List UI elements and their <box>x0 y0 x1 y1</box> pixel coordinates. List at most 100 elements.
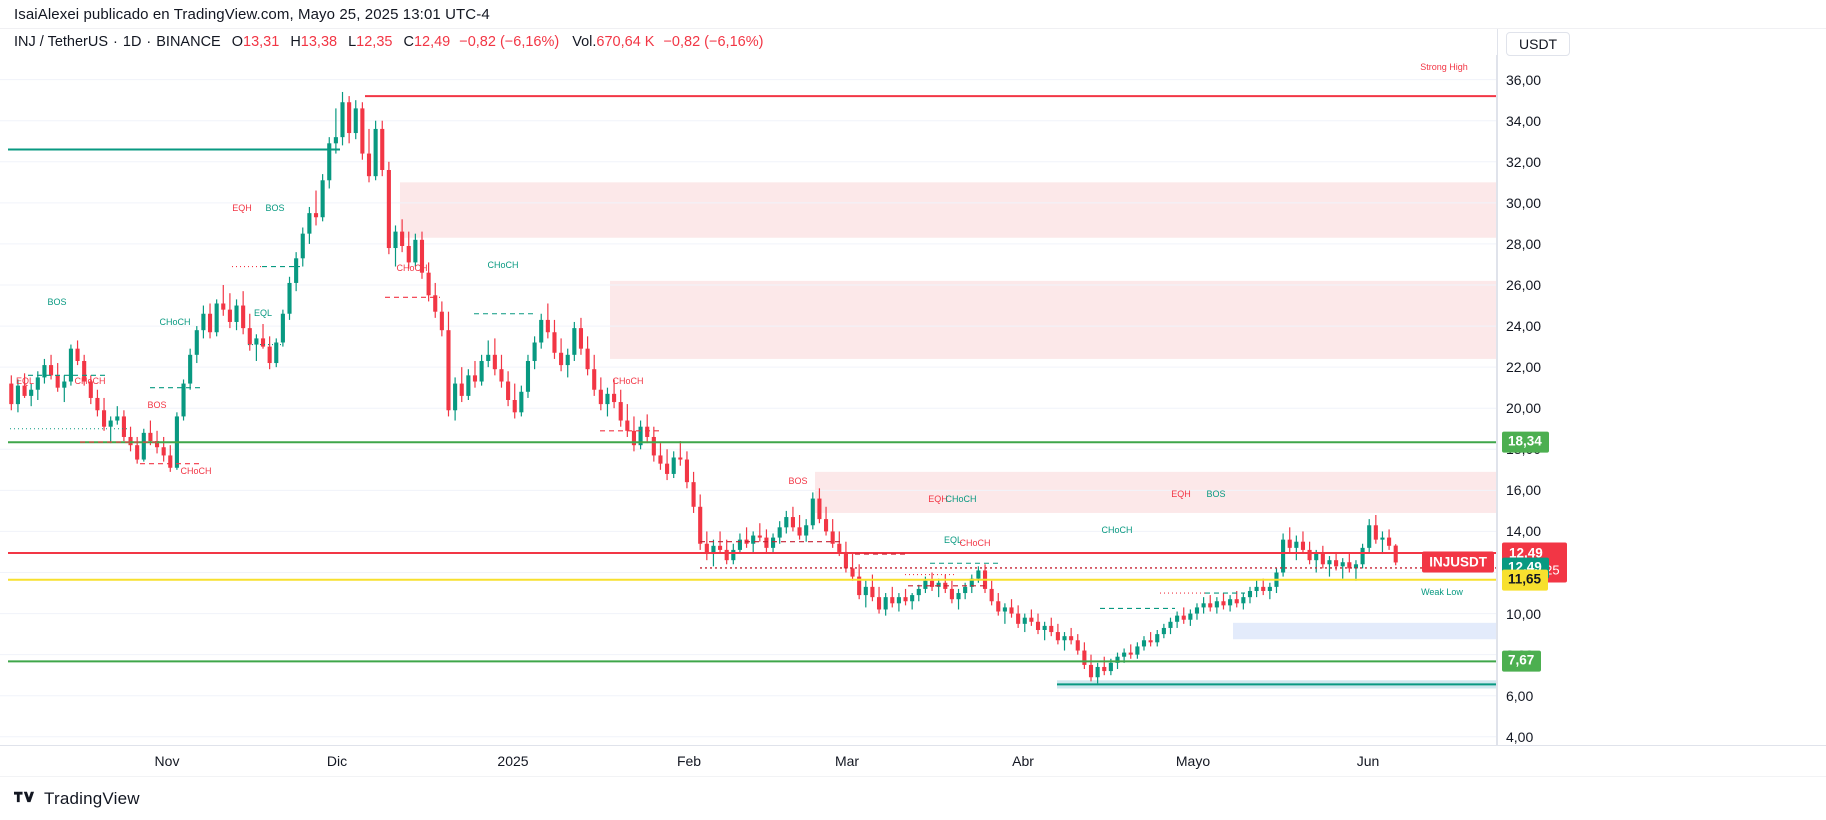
smc-choch-7: CHoCH <box>945 494 976 504</box>
candle-body <box>313 213 319 218</box>
candle-body <box>9 383 14 405</box>
candle-body <box>578 328 584 349</box>
candle-body <box>1314 554 1319 561</box>
candle-body <box>963 586 968 594</box>
candle-body <box>691 482 696 507</box>
candle-body <box>711 545 716 555</box>
time-axis[interactable]: Nov Dic 2025 Feb Mar Abr Mayo Jun <box>0 745 1826 776</box>
candle-body <box>804 525 809 536</box>
candle-body <box>592 369 597 390</box>
candle-body <box>1016 613 1021 624</box>
supply-zone-1 <box>400 182 1496 238</box>
legend-interval[interactable]: 1D <box>122 34 142 50</box>
time-tick: Feb <box>676 753 702 769</box>
candle-body <box>956 593 961 600</box>
legend-volume-change: −0,82 (−6,16%) <box>663 34 764 50</box>
candle-body <box>234 305 239 322</box>
price-axis[interactable]: USDT 36,00 34,00 32,00 30,00 28,00 26,00 24,00… <box>1497 29 1826 745</box>
price-tick: 6,00 <box>1506 687 1534 704</box>
candle-body <box>572 328 577 355</box>
candle-body <box>823 519 829 532</box>
candle-body <box>108 420 113 427</box>
candle-body <box>751 535 756 544</box>
smc-choch-9: CHoCH <box>1101 525 1132 535</box>
candle-body <box>830 531 835 544</box>
candle-body <box>525 360 531 392</box>
legend-symbol[interactable]: INJ / TetherUS <box>14 34 109 50</box>
candle-body <box>797 527 802 536</box>
candle-body <box>459 383 464 396</box>
candle-body <box>1221 601 1226 606</box>
smc-bos-1: BOS <box>47 297 66 307</box>
smc-bos-5: BOS <box>1206 489 1225 499</box>
candle-body <box>135 445 140 460</box>
candle-body <box>969 578 974 587</box>
candle-body <box>1049 625 1054 633</box>
candle-body <box>598 389 603 405</box>
candle-body <box>241 305 246 329</box>
candle-body <box>35 377 40 390</box>
candle-body <box>413 239 418 263</box>
candle-body <box>247 328 252 345</box>
candle-body <box>1234 599 1239 604</box>
candle-body <box>347 102 352 134</box>
time-tick: 2025 <box>497 753 529 769</box>
candle-body <box>777 527 782 538</box>
candle-body <box>724 549 729 561</box>
candle-body <box>1029 617 1034 622</box>
candles-layer[interactable] <box>0 55 1497 745</box>
time-tick: Nov <box>154 753 180 769</box>
candle-body <box>1075 640 1080 651</box>
candle-body <box>433 295 438 312</box>
candle-body <box>843 551 848 569</box>
candle-body <box>1009 607 1014 614</box>
price-tick: 32,00 <box>1506 153 1542 170</box>
smc-eql-3: EQL <box>944 535 962 545</box>
candle-body <box>1055 632 1060 641</box>
price-tick: 22,00 <box>1506 359 1542 376</box>
candle-body <box>605 393 610 405</box>
chart-pane[interactable]: Strong High Weak Low EQL CHoCH BOS BOS CHoCH E… <box>0 55 1497 745</box>
candle-body <box>274 342 279 364</box>
candle-body <box>1035 621 1041 630</box>
candle-body <box>161 447 166 456</box>
candle-body <box>499 369 504 382</box>
strong-high-label: Strong High <box>1420 62 1468 72</box>
symbol-price-flag: INJUSDT <box>1422 551 1494 573</box>
candle-body <box>876 597 882 610</box>
candle-body <box>1360 547 1365 565</box>
legend-high: H13,38 <box>290 34 338 50</box>
candle-body <box>1161 627 1166 635</box>
candle-body <box>29 389 34 396</box>
smc-choch-5: CHoCH <box>612 376 643 386</box>
candle-body <box>1208 603 1213 608</box>
candle-body <box>148 432 153 442</box>
smc-choch-6: CHoCH <box>180 466 211 476</box>
candle-body <box>479 360 484 382</box>
attribution-bar: IsaiAlexei publicado en TradingView.com,… <box>0 0 1826 29</box>
candle-body <box>519 391 524 413</box>
candle-body <box>294 258 299 283</box>
candle-body <box>850 568 855 577</box>
candle-body <box>645 426 650 437</box>
candle-body <box>62 381 67 388</box>
candle-body <box>718 545 723 550</box>
candle-body <box>585 348 590 370</box>
candle-body <box>1340 562 1345 567</box>
candle-body <box>419 239 425 273</box>
candle-body <box>923 580 928 589</box>
candle-body <box>810 498 815 526</box>
candle-body <box>380 128 385 170</box>
price-tick: 34,00 <box>1506 112 1542 129</box>
candle-body <box>817 498 822 520</box>
candle-body <box>141 432 146 460</box>
candle-body <box>883 597 888 610</box>
currency-label: USDT <box>1506 32 1571 56</box>
candle-body <box>976 570 981 579</box>
candle-body <box>1042 625 1047 630</box>
price-tick: 28,00 <box>1506 235 1542 252</box>
smc-choch-2: CHoCH <box>159 317 190 327</box>
candle-body <box>188 354 193 384</box>
candle-body <box>1201 603 1206 608</box>
